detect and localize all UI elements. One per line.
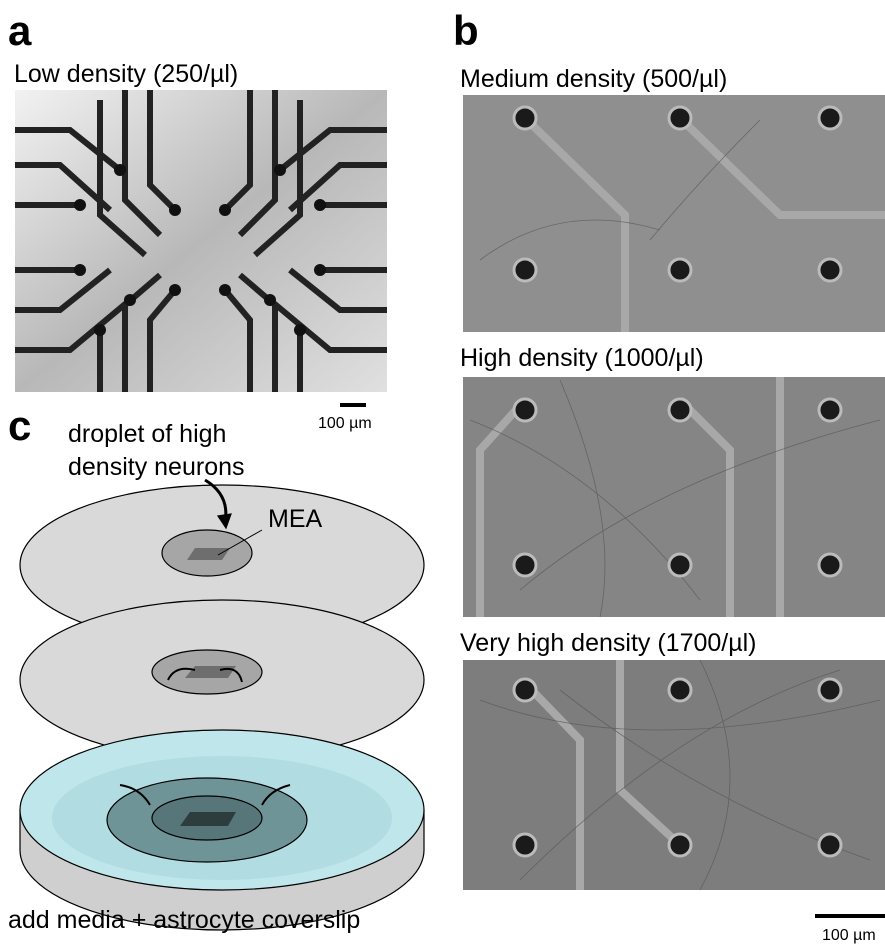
micrograph: [15, 90, 387, 392]
scale-label: 100 µm: [822, 927, 876, 944]
panel-title: Medium density (500/µl): [460, 65, 727, 93]
panel-letter: a: [8, 7, 32, 54]
panel-title: Very high density (1700/µl): [460, 629, 757, 657]
micrographs: [463, 95, 885, 890]
caption: add media + astrocyte coverslip: [8, 906, 360, 934]
panel-letter: b: [453, 7, 479, 54]
panel-letter: c: [8, 402, 31, 449]
panel-title: Low density (250/µl): [14, 60, 238, 88]
droplet-label: droplet of high: [68, 420, 226, 448]
diagram: [20, 480, 424, 930]
mea-label: MEA: [268, 505, 323, 533]
panel-title: High density (1000/µl): [460, 344, 704, 372]
figure: a Low density (250/µl) 100 µm b Medium d…: [0, 0, 885, 947]
scale-label: 100 µm: [318, 415, 372, 432]
droplet-label: density neurons: [68, 453, 245, 481]
